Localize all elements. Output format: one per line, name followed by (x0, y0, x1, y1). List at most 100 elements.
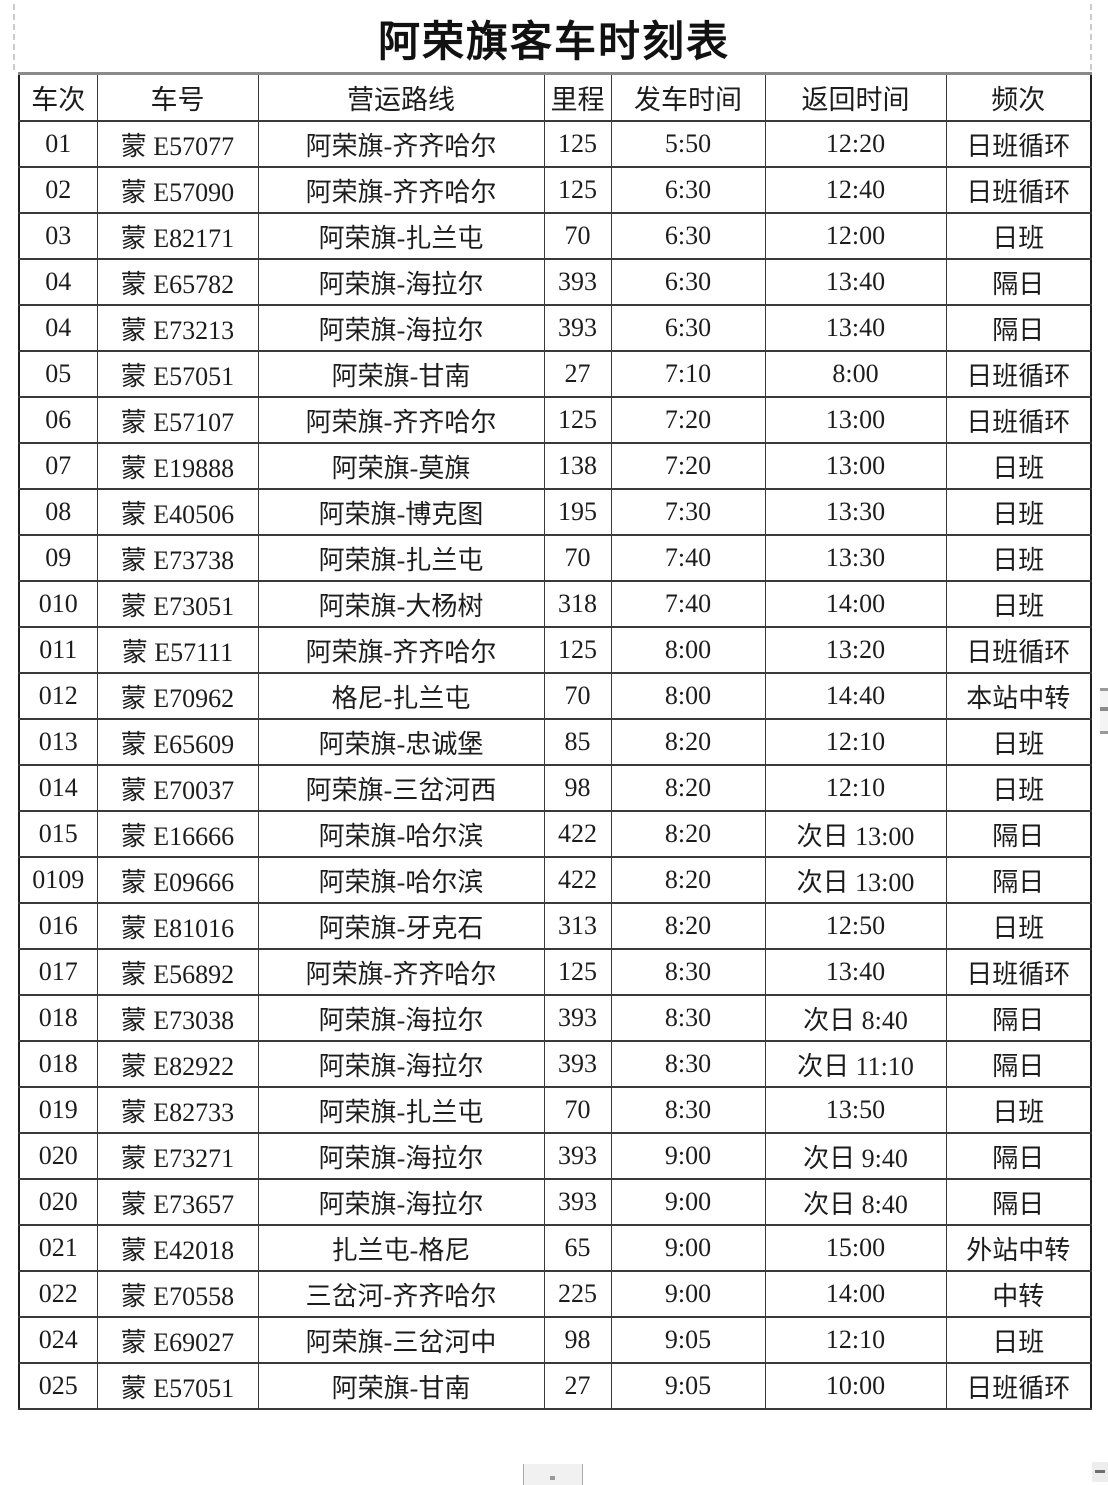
cell-return-time: 12:20 (764, 120, 947, 168)
column-header-departure-time: 发车时间 (610, 72, 766, 122)
cell-bus-no: 04 (18, 304, 98, 352)
cell-departure-time: 8:20 (610, 764, 766, 812)
cell-route: 阿荣旗-哈尔滨 (257, 856, 545, 904)
cell-departure-time: 7:20 (610, 396, 766, 444)
cell-route: 阿荣旗-海拉尔 (257, 994, 545, 1042)
cell-plate-no: 蒙 E09666 (96, 856, 259, 904)
cell-frequency: 日班 (945, 1316, 1092, 1364)
cell-route: 阿荣旗-大杨树 (257, 580, 545, 628)
cell-route: 阿荣旗-甘南 (257, 350, 545, 398)
cell-mileage: 422 (543, 810, 612, 858)
cell-mileage: 393 (543, 1178, 612, 1226)
cell-bus-no: 018 (18, 1040, 98, 1088)
cell-departure-time: 9:00 (610, 1270, 766, 1318)
cell-mileage: 65 (543, 1224, 612, 1272)
cell-route: 阿荣旗-海拉尔 (257, 1040, 545, 1088)
cell-route: 阿荣旗-齐齐哈尔 (257, 626, 545, 674)
vertical-scrollbar-thumb-fragment[interactable] (1100, 688, 1108, 734)
cell-return-time: 次日 11:10 (764, 1040, 947, 1088)
cell-frequency: 日班 (945, 488, 1092, 536)
table-row: 018 蒙 E73038 阿荣旗-海拉尔 393 8:30 次日 8:40 隔日 (18, 994, 1092, 1042)
cell-plate-no: 蒙 E81016 (96, 902, 259, 950)
cell-mileage: 393 (543, 258, 612, 306)
table-row: 08 蒙 E40506 阿荣旗-博克图 195 7:30 13:30 日班 (18, 488, 1092, 536)
cell-plate-no: 蒙 E73271 (96, 1132, 259, 1180)
cell-departure-time: 7:40 (610, 534, 766, 582)
cell-mileage: 393 (543, 1132, 612, 1180)
cell-bus-no: 03 (18, 212, 98, 260)
cell-mileage: 70 (543, 1086, 612, 1134)
page-margin-guide-right (1090, 4, 1092, 70)
cell-bus-no: 04 (18, 258, 98, 306)
cell-departure-time: 8:30 (610, 1086, 766, 1134)
cell-bus-no: 06 (18, 396, 98, 444)
cell-frequency: 隔日 (945, 1132, 1092, 1180)
cell-frequency: 本站中转 (945, 672, 1092, 720)
cell-mileage: 318 (543, 580, 612, 628)
cell-plate-no: 蒙 E40506 (96, 488, 259, 536)
cell-frequency: 隔日 (945, 258, 1092, 306)
cell-plate-no: 蒙 E65782 (96, 258, 259, 306)
cell-return-time: 12:00 (764, 212, 947, 260)
cell-mileage: 313 (543, 902, 612, 950)
cell-bus-no: 09 (18, 534, 98, 582)
cell-frequency: 隔日 (945, 856, 1092, 904)
cell-plate-no: 蒙 E82733 (96, 1086, 259, 1134)
cell-plate-no: 蒙 E19888 (96, 442, 259, 490)
cell-departure-time: 9:00 (610, 1224, 766, 1272)
cell-mileage: 70 (543, 212, 612, 260)
cell-mileage: 138 (543, 442, 612, 490)
cell-plate-no: 蒙 E56892 (96, 948, 259, 996)
cell-mileage: 98 (543, 1316, 612, 1364)
table-row: 020 蒙 E73657 阿荣旗-海拉尔 393 9:00 次日 8:40 隔日 (18, 1178, 1092, 1226)
cell-route: 阿荣旗-齐齐哈尔 (257, 396, 545, 444)
table-row: 014 蒙 E70037 阿荣旗-三岔河西 98 8:20 12:10 日班 (18, 764, 1092, 812)
column-header-bus-no: 车次 (18, 72, 98, 122)
cell-route: 阿荣旗-博克图 (257, 488, 545, 536)
table-row: 04 蒙 E73213 阿荣旗-海拉尔 393 6:30 13:40 隔日 (18, 304, 1092, 352)
cell-departure-time: 8:20 (610, 902, 766, 950)
table-row: 021 蒙 E42018 扎兰屯-格尼 65 9:00 15:00 外站中转 (18, 1224, 1092, 1272)
cell-departure-time: 8:20 (610, 718, 766, 766)
cell-departure-time: 9:00 (610, 1132, 766, 1180)
cell-frequency: 外站中转 (945, 1224, 1092, 1272)
cell-return-time: 13:40 (764, 304, 947, 352)
cell-bus-no: 010 (18, 580, 98, 628)
cell-route: 扎兰屯-格尼 (257, 1224, 545, 1272)
cell-mileage: 70 (543, 672, 612, 720)
cell-frequency: 日班 (945, 1086, 1092, 1134)
cell-plate-no: 蒙 E73038 (96, 994, 259, 1042)
cell-frequency: 日班 (945, 580, 1092, 628)
cell-frequency: 日班 (945, 534, 1092, 582)
cell-bus-no: 07 (18, 442, 98, 490)
cell-departure-time: 8:00 (610, 626, 766, 674)
cell-departure-time: 9:00 (610, 1178, 766, 1226)
cell-mileage: 27 (543, 350, 612, 398)
cell-departure-time: 8:30 (610, 948, 766, 996)
table-row: 025 蒙 E57051 阿荣旗-甘南 27 9:05 10:00 日班循环 (18, 1362, 1092, 1410)
cell-departure-time: 6:30 (610, 212, 766, 260)
header-row: 车次 车号 营运路线 里程 发车时间 返回时间 频次 (18, 72, 1092, 122)
cell-mileage: 393 (543, 994, 612, 1042)
table-row: 07 蒙 E19888 阿荣旗-莫旗 138 7:20 13:00 日班 (18, 442, 1092, 490)
cell-mileage: 125 (543, 120, 612, 168)
cell-frequency: 隔日 (945, 810, 1092, 858)
cell-bus-no: 02 (18, 166, 98, 214)
cell-frequency: 日班循环 (945, 1362, 1092, 1410)
cell-frequency: 日班循环 (945, 626, 1092, 674)
table-row: 013 蒙 E65609 阿荣旗-忠诚堡 85 8:20 12:10 日班 (18, 718, 1092, 766)
cell-route: 阿荣旗-牙克石 (257, 902, 545, 950)
cell-route: 阿荣旗-扎兰屯 (257, 1086, 545, 1134)
cell-frequency: 隔日 (945, 994, 1092, 1042)
cell-departure-time: 6:30 (610, 258, 766, 306)
cell-route: 阿荣旗-海拉尔 (257, 1132, 545, 1180)
bus-timetable: 车次 车号 营运路线 里程 发车时间 返回时间 频次 01 蒙 E57077 阿荣旗-齐齐哈尔 1… (18, 72, 1092, 1410)
cell-route: 阿荣旗-齐齐哈尔 (257, 166, 545, 214)
cell-mileage: 85 (543, 718, 612, 766)
cell-return-time: 次日 9:40 (764, 1132, 947, 1180)
cell-frequency: 隔日 (945, 304, 1092, 352)
table-row: 09 蒙 E73738 阿荣旗-扎兰屯 70 7:40 13:30 日班 (18, 534, 1092, 582)
cell-frequency: 日班循环 (945, 350, 1092, 398)
cell-plate-no: 蒙 E65609 (96, 718, 259, 766)
